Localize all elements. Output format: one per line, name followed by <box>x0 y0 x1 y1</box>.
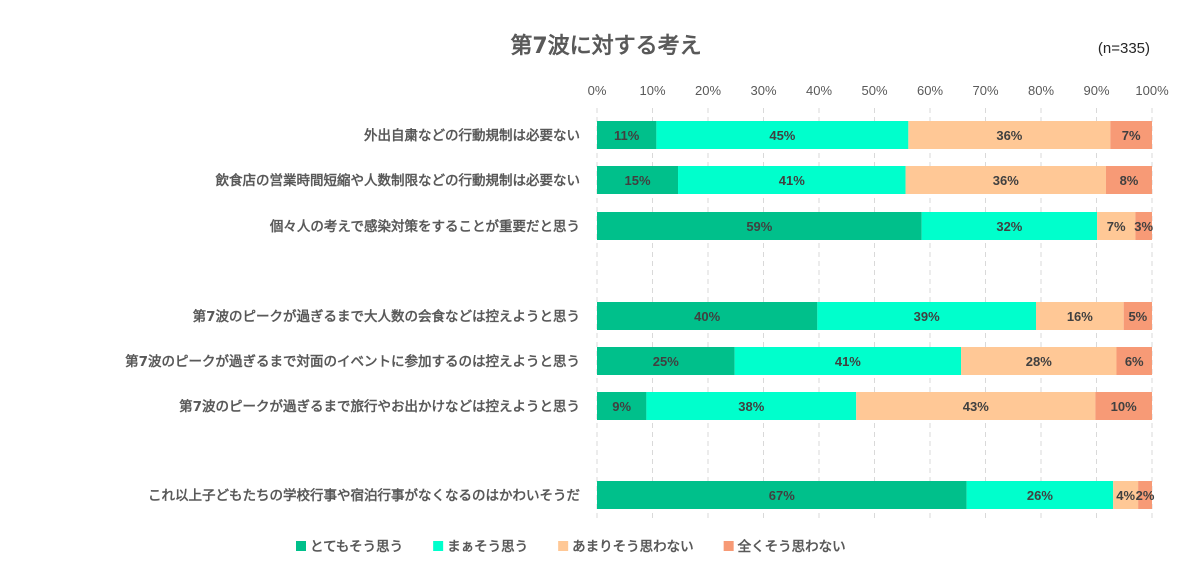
data-label: 43% <box>963 399 989 414</box>
bar-segment <box>646 392 857 420</box>
data-label: 26% <box>1027 488 1053 503</box>
legend-swatch <box>296 541 306 551</box>
data-label: 41% <box>779 173 805 188</box>
data-label: 41% <box>835 354 861 369</box>
bar-segment <box>1116 347 1152 375</box>
data-label: 32% <box>996 219 1022 234</box>
data-label: 39% <box>914 309 940 324</box>
data-label: 59% <box>746 219 772 234</box>
bar-segment <box>966 481 1114 509</box>
sample-size-note: (n=335) <box>1098 40 1150 57</box>
bar-segment <box>1036 302 1124 330</box>
bar-segment <box>1138 481 1152 509</box>
bar-segment <box>1123 302 1152 330</box>
category-label: 第7波のピークが過ぎるまで大人数の会食などは控えようと思う <box>193 308 580 325</box>
bar-segment <box>1113 481 1139 509</box>
category-label: 第7波のピークが過ぎるまで旅行やお出かけなどは控えようと思う <box>179 398 580 415</box>
chart-title: 第7波に対する考え <box>510 33 701 59</box>
bar-segment <box>678 166 906 194</box>
data-label: 36% <box>996 128 1022 143</box>
category-labels: 外出自粛などの行動規制は必要ない飲食店の営業時間短縮や人数制限などの行動規制は必… <box>125 127 580 504</box>
bar-segment <box>597 121 657 149</box>
category-label: これ以上子どもたちの学校行事や宿泊行事がなくなるのはかわいそうだ <box>148 487 580 504</box>
category-label: 第7波のピークが過ぎるまで対面のイベントに参加するのは控えようと思う <box>125 353 580 370</box>
legend-swatch <box>723 541 734 551</box>
x-tick-label: 10% <box>639 83 665 98</box>
bar-segment <box>597 302 818 330</box>
bar-segment <box>856 392 1096 420</box>
data-label: 11% <box>614 128 640 143</box>
legend: とてもそう思う まぁそう思う あまりそう思わない 全くそう思わない <box>296 538 846 555</box>
data-label: 8% <box>1120 173 1139 188</box>
bar-segment <box>597 481 967 509</box>
x-tick-label: 90% <box>1083 83 1109 98</box>
bar-segment <box>597 212 922 240</box>
bar-segment <box>1105 166 1152 194</box>
bar-segment <box>905 166 1106 194</box>
legend-label: あまりそう思わない <box>572 539 694 555</box>
data-label: 5% <box>1128 309 1147 324</box>
data-label: 4% <box>1116 488 1135 503</box>
bar-segment <box>1095 392 1152 420</box>
bar-segment <box>597 347 735 375</box>
data-label: 38% <box>738 399 764 414</box>
data-label: 7% <box>1107 219 1126 234</box>
data-label: 25% <box>653 354 679 369</box>
x-tick-label: 80% <box>1028 83 1054 98</box>
bar-segment <box>597 166 679 194</box>
data-label: 7% <box>1122 128 1141 143</box>
x-tick-label: 70% <box>972 83 998 98</box>
bar-segment <box>597 392 647 420</box>
bar-segment <box>817 302 1037 330</box>
data-label: 67% <box>769 488 795 503</box>
data-label: 36% <box>993 173 1019 188</box>
category-label: 外出自粛などの行動規制は必要ない <box>364 127 580 144</box>
legend-label: とてもそう思う <box>310 539 403 555</box>
x-tick-label: 20% <box>695 83 721 98</box>
bar-segment <box>656 121 909 149</box>
data-label: 6% <box>1125 354 1144 369</box>
data-label: 3% <box>1134 219 1153 234</box>
data-label: 28% <box>1026 354 1052 369</box>
x-axis-ticks: 0% 10% 20% 30% 40% 50% 60% 70% 80% 90% 100% <box>588 83 1169 98</box>
data-label: 16% <box>1067 309 1093 324</box>
legend-label: まぁそう思う <box>447 539 528 555</box>
data-labels: 11% 45% 36% 7% 15% 41% 36% 8% 59% 32% 7% 3% 40% 39% 16… <box>612 128 1155 503</box>
x-tick-label: 40% <box>806 83 832 98</box>
bar-segment <box>1110 121 1152 149</box>
category-label: 飲食店の営業時間短縮や人数制限などの行動規制は必要ない <box>215 172 581 189</box>
x-tick-label: 30% <box>750 83 776 98</box>
data-label: 15% <box>624 173 650 188</box>
legend-label: 全くそう思わない <box>737 538 846 555</box>
x-tick-label: 100% <box>1135 83 1169 98</box>
x-tick-label: 50% <box>861 83 887 98</box>
legend-swatch <box>433 541 444 551</box>
data-label: 9% <box>612 399 631 414</box>
bar-segment <box>734 347 962 375</box>
bar-segment <box>961 347 1117 375</box>
bar-segment <box>1097 212 1136 240</box>
x-tick-label: 0% <box>588 83 607 98</box>
data-label: 45% <box>769 128 795 143</box>
data-label: 10% <box>1111 399 1137 414</box>
data-label: 40% <box>694 309 720 324</box>
legend-swatch <box>558 541 569 551</box>
x-tick-label: 60% <box>917 83 943 98</box>
bars <box>597 121 1152 509</box>
data-label: 2% <box>1136 488 1155 503</box>
category-label: 個々人の考えで感染対策をすることが重要だと思う <box>269 218 580 235</box>
bar-segment <box>1135 212 1152 240</box>
bar-segment <box>921 212 1098 240</box>
bar-segment <box>908 121 1111 149</box>
